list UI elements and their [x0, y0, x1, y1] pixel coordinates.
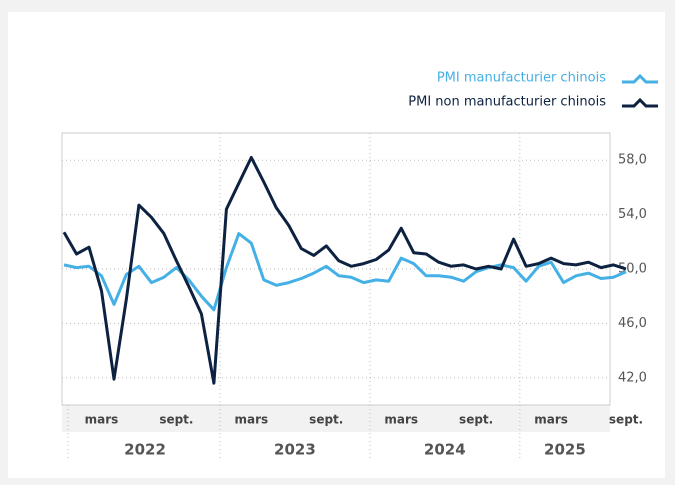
- series-line: [62, 156, 627, 385]
- x-tick-label: mars: [85, 413, 119, 427]
- year-label: 2024: [424, 441, 466, 459]
- card: [8, 12, 665, 478]
- series-line: [63, 232, 627, 312]
- legend-label: PMI non manufacturier chinois: [408, 95, 606, 110]
- legend-marker: [622, 97, 658, 108]
- x-tick-label: sept.: [609, 413, 643, 427]
- y-tick-label: 42,0: [618, 370, 647, 385]
- month-band: [62, 405, 610, 432]
- x-tick-label: mars: [234, 413, 268, 427]
- x-tick-label: sept.: [159, 413, 193, 427]
- y-tick-label: 54,0: [618, 207, 647, 222]
- year-label: 2025: [544, 441, 586, 459]
- x-tick-label: mars: [384, 413, 418, 427]
- x-tick-label: sept.: [309, 413, 343, 427]
- y-tick-label: 46,0: [618, 316, 647, 331]
- x-tick-label: mars: [534, 413, 568, 427]
- y-tick-label: 58,0: [618, 153, 647, 168]
- year-label: 2022: [124, 441, 166, 459]
- year-label: 2023: [274, 441, 316, 459]
- legend-marker: [622, 73, 658, 84]
- x-tick-label: sept.: [459, 413, 493, 427]
- legend-label: PMI manufacturier chinois: [437, 71, 606, 86]
